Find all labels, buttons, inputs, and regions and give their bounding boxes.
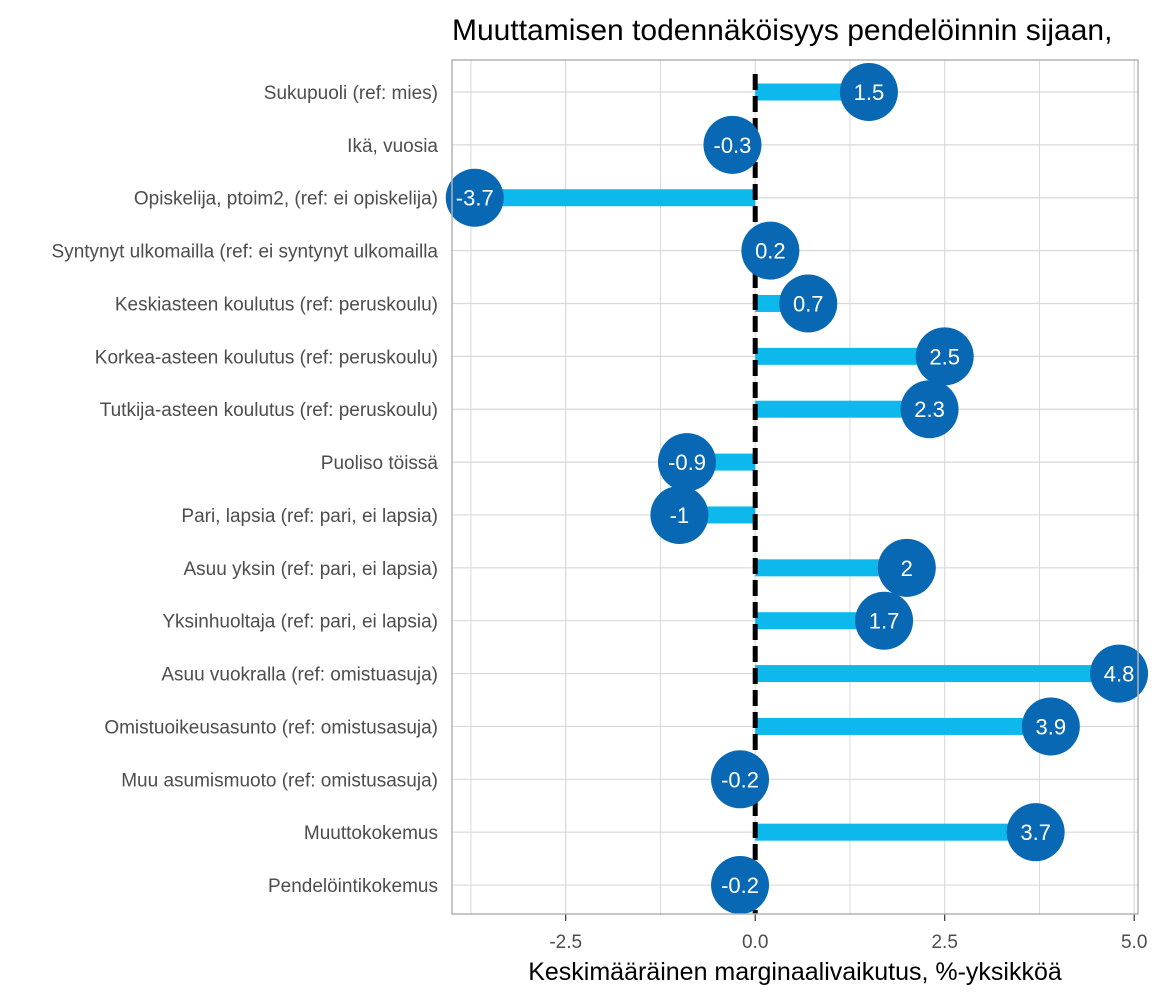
data-label: 1.5 [854, 80, 885, 105]
value-point: 1.7 [855, 591, 914, 650]
value-point: 0.7 [779, 274, 838, 333]
x-tick-label: -2.5 [549, 932, 582, 953]
data-label: -0.9 [668, 450, 706, 475]
data-label: 2 [901, 556, 913, 581]
value-point: 4.8 [1090, 644, 1149, 703]
value-point: 1.5 [839, 63, 898, 121]
value-point: -0.2 [711, 856, 770, 915]
data-label: 4.8 [1104, 662, 1135, 687]
value-dot [657, 433, 716, 492]
value-dot [779, 274, 838, 333]
data-label: 1.7 [869, 609, 900, 634]
value-point: 0.2 [741, 221, 800, 280]
value-point: 2.3 [900, 380, 959, 439]
bars [474, 83, 1120, 894]
category-label: Syntynyt ulkomailla (ref: ei syntynyt ul… [52, 242, 439, 263]
category-label: Asuu yksin (ref: pari, ei lapsia) [184, 559, 439, 580]
chart-title: Muuttamisen todennäköisyys pendelöinnin … [452, 14, 1112, 47]
value-dot [1021, 697, 1080, 756]
data-label: 2.5 [929, 344, 960, 369]
value-dot [839, 63, 898, 121]
value-dot [445, 168, 504, 227]
category-label: Muuttokokemus [304, 823, 438, 844]
category-label: Tutkija-asteen koulutus (ref: peruskoulu… [100, 400, 438, 421]
bar [755, 665, 1120, 683]
bar [755, 717, 1051, 735]
value-point: 3.9 [1021, 697, 1080, 756]
category-label: Sukupuoli (ref: mies) [264, 83, 438, 104]
value-dot [1090, 644, 1149, 703]
data-label: 0.2 [755, 239, 786, 264]
x-tick-label: 5.0 [1121, 932, 1147, 953]
x-tick-label: 2.5 [931, 932, 957, 953]
value-dot [900, 380, 959, 439]
category-label: Opiskelija, ptoim2, (ref: ei opiskelija) [134, 189, 438, 210]
category-label: Yksinhuoltaja (ref: pari, ei lapsia) [162, 612, 438, 633]
value-point: 2.5 [915, 327, 974, 386]
value-point: -0.9 [657, 433, 716, 492]
data-label: 3.9 [1036, 714, 1067, 739]
panel-border [451, 59, 1139, 915]
category-label: Puoliso töissä [321, 453, 439, 474]
data-label: 0.7 [793, 291, 824, 316]
data-label: -0.2 [721, 767, 759, 792]
x-axis: -2.5 0.0 2.5 5.0 [549, 914, 1147, 953]
grid-lines [452, 60, 1138, 914]
value-point: -0.2 [711, 750, 770, 809]
category-label: Korkea-asteen koulutus (ref: peruskoulu) [95, 347, 438, 368]
x-tick-label: 0.0 [742, 932, 768, 953]
data-label: -0.2 [721, 873, 759, 898]
value-dot [1006, 803, 1065, 862]
data-label: -1 [670, 503, 690, 528]
category-label: Asuu vuokralla (ref: omistuasuja) [161, 665, 438, 686]
value-point: -0.3 [703, 115, 762, 174]
category-labels: Sukupuoli (ref: mies) Ikä, vuosia Opiskeli… [52, 83, 439, 897]
value-dot [915, 327, 974, 386]
value-dot [703, 115, 762, 174]
value-dot [711, 750, 770, 809]
bar [755, 347, 945, 365]
bar [755, 823, 1036, 841]
category-label: Muu asumismuoto (ref: omistusasuja) [121, 770, 438, 791]
value-point: -3.7 [445, 168, 504, 227]
x-axis-title: Keskimääräinen marginaalivaikutus, %-yks… [528, 958, 1062, 986]
value-dot [711, 856, 770, 915]
category-label: Pari, lapsia (ref: pari, ei lapsia) [181, 506, 438, 527]
category-label: Omistuoikeusasunto (ref: omistusasuja) [104, 717, 438, 738]
data-label: 3.7 [1020, 820, 1051, 845]
bar [755, 559, 907, 577]
bar [474, 189, 756, 207]
category-label: Ikä, vuosia [347, 136, 438, 157]
data-label: 2.3 [914, 397, 945, 422]
value-dot [650, 485, 709, 544]
value-dots: 1.5 -0.3 -3.7 0.2 0.7 2.5 2.3 -0.9 -1 2 1.7 4.8 3.9 -… [445, 63, 1149, 915]
value-point: 2 [877, 538, 936, 597]
value-point: 3.7 [1006, 803, 1065, 862]
value-dot [877, 538, 936, 597]
category-label: Keskiasteen koulutus (ref: peruskoulu) [115, 294, 438, 315]
data-label: -0.3 [714, 133, 752, 158]
category-label: Pendelöintikokemus [268, 876, 438, 897]
bar [755, 612, 885, 630]
value-dot [855, 591, 914, 650]
bar [755, 400, 930, 418]
data-label: -3.7 [456, 186, 494, 211]
value-point: -1 [650, 485, 709, 544]
value-dot [741, 221, 800, 280]
